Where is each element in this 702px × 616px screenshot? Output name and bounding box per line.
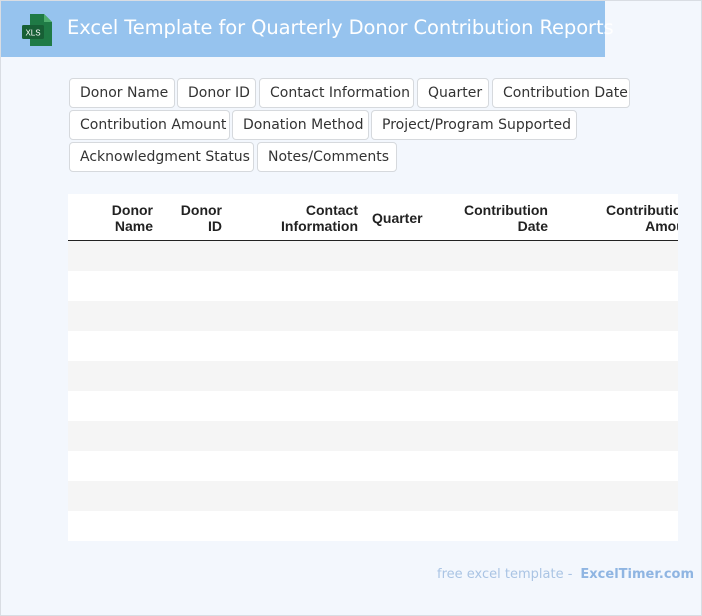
table-row[interactable] bbox=[68, 331, 678, 361]
page-title: Excel Template for Quarterly Donor Contr… bbox=[67, 16, 614, 39]
table-header-row: Donor Name Donor ID Contact Information Qua… bbox=[68, 194, 678, 241]
table-row[interactable] bbox=[68, 451, 678, 481]
table-row[interactable] bbox=[68, 511, 678, 541]
field-chip-contact-information[interactable]: Contact Information bbox=[259, 78, 414, 108]
table-row[interactable] bbox=[68, 481, 678, 511]
svg-text:XLS: XLS bbox=[25, 29, 40, 38]
table-row[interactable] bbox=[68, 241, 678, 271]
column-header-quarter[interactable]: Quarter bbox=[372, 210, 423, 226]
field-chip-donation-method[interactable]: Donation Method bbox=[232, 110, 369, 140]
table-row[interactable] bbox=[68, 391, 678, 421]
table-row[interactable] bbox=[68, 301, 678, 331]
column-header-contact-information[interactable]: Contact Information bbox=[281, 202, 358, 234]
field-chip-donor-name[interactable]: Donor Name bbox=[69, 78, 175, 108]
data-table: Donor Name Donor ID Contact Information Qua… bbox=[68, 194, 678, 541]
column-header-contribution-date[interactable]: Contribution Date bbox=[464, 202, 548, 234]
field-chip-donor-id[interactable]: Donor ID bbox=[177, 78, 256, 108]
field-chip-project-program-supported[interactable]: Project/Program Supported bbox=[371, 110, 577, 140]
field-chip-notes-comments[interactable]: Notes/Comments bbox=[257, 142, 397, 172]
footer-brand-link[interactable]: ExcelTimer.com bbox=[580, 567, 695, 582]
table-row[interactable] bbox=[68, 361, 678, 391]
column-header-donor-id[interactable]: Donor ID bbox=[180, 202, 222, 234]
field-chip-quarter[interactable]: Quarter bbox=[417, 78, 489, 108]
field-chip-contribution-date[interactable]: Contribution Date bbox=[492, 78, 630, 108]
page-header: XLS Excel Template for Quarterly Donor C… bbox=[1, 1, 614, 57]
field-chip-acknowledgment-status[interactable]: Acknowledgment Status bbox=[69, 142, 254, 172]
xls-file-icon: XLS bbox=[22, 14, 52, 46]
table-row[interactable] bbox=[68, 271, 678, 301]
footer-credit: free excel template - ExcelTimer.com bbox=[437, 567, 694, 582]
footer-prefix: free excel template - bbox=[437, 567, 573, 582]
table-row[interactable] bbox=[68, 421, 678, 451]
column-header-donor-name[interactable]: Donor Name bbox=[111, 202, 153, 234]
field-chip-contribution-amount[interactable]: Contribution Amount bbox=[69, 110, 230, 140]
